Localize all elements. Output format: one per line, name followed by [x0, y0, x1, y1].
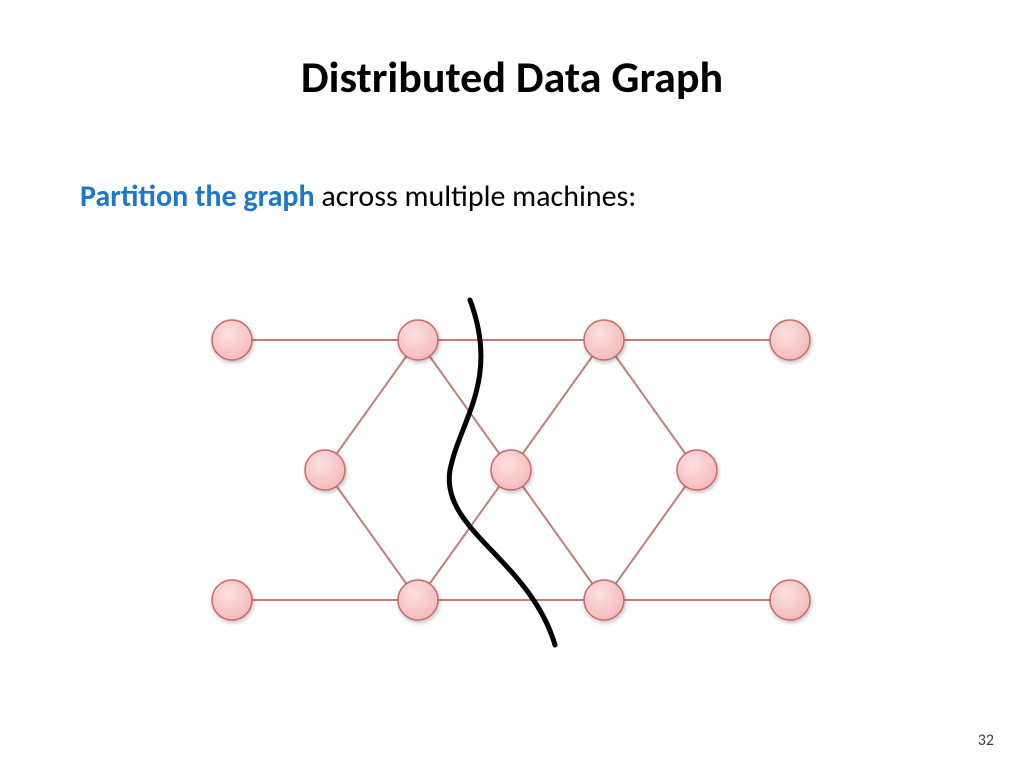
graph-node	[398, 320, 438, 360]
page-number: 32	[978, 731, 994, 750]
graph-node	[584, 580, 624, 620]
graph-node	[677, 450, 717, 490]
graph-node	[770, 580, 810, 620]
graph-node	[491, 450, 531, 490]
graph-node	[212, 320, 252, 360]
graph-edge	[418, 340, 511, 470]
graph-edge	[418, 470, 511, 600]
graph-edge	[511, 340, 604, 470]
graph-edge	[604, 470, 697, 600]
graph-edge	[604, 340, 697, 470]
graph-diagram	[0, 0, 1024, 768]
graph-node	[398, 580, 438, 620]
graph-node	[212, 580, 252, 620]
graph-edge	[511, 470, 604, 600]
graph-node	[305, 450, 345, 490]
graph-node	[770, 320, 810, 360]
graph-node	[584, 320, 624, 360]
graph-edge	[325, 340, 418, 470]
graph-edge	[325, 470, 418, 600]
